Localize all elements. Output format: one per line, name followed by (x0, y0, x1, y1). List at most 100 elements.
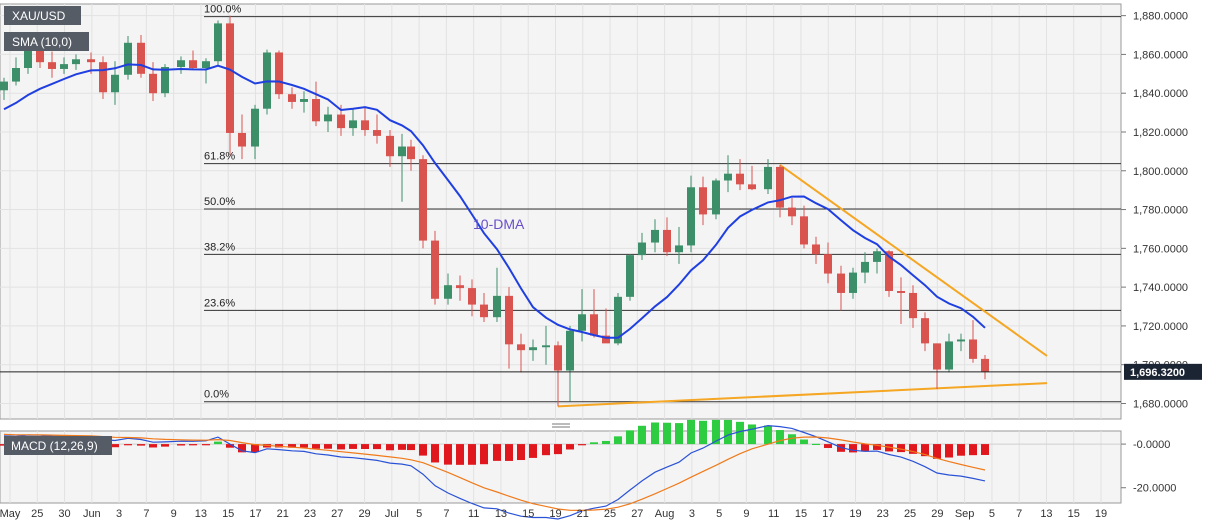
date-tick-label: 15 (795, 508, 807, 520)
macd-histogram-bar (386, 444, 394, 451)
sma-legend-text: SMA (10,0) (12, 35, 72, 49)
candle-body (300, 99, 308, 102)
macd-histogram-bar (614, 436, 622, 445)
date-tick-label: Jul (385, 508, 399, 520)
macd-histogram-bar (431, 444, 439, 463)
candle-body (981, 358, 989, 372)
candle-body (638, 242, 646, 256)
candle-body (36, 49, 44, 63)
candle-body (480, 304, 488, 318)
candle-body (24, 49, 32, 68)
date-tick-label: 27 (631, 508, 643, 520)
candle-body (687, 187, 695, 246)
date-tick-label: 30 (58, 508, 70, 520)
macd-histogram-bar (626, 430, 634, 445)
candle-body (812, 244, 820, 255)
date-tick-label: 13 (195, 508, 207, 520)
date-tick-label: 5 (989, 508, 995, 520)
candle-body (663, 229, 671, 253)
date-tick-label: 19 (849, 508, 861, 520)
macd-tick-label: -0.0000 (1133, 439, 1170, 451)
macd-indicator (0, 419, 1121, 520)
fib-level-label: 61.8% (204, 151, 235, 163)
candle-body (161, 67, 169, 94)
symbol-label[interactable]: XAU/USD (4, 6, 81, 25)
sma-legend[interactable]: SMA (10,0) (4, 32, 89, 51)
macd-histogram-bar (288, 444, 296, 448)
candle-body (275, 52, 283, 95)
candle-body (736, 173, 744, 185)
macd-histogram-bar (324, 444, 332, 449)
candle-body (431, 240, 439, 299)
candle-body (456, 285, 464, 289)
macd-histogram-bar (981, 444, 989, 455)
candle-body (398, 146, 406, 157)
macd-histogram-bar (812, 443, 820, 446)
macd-histogram-bar (675, 423, 683, 445)
candle-body (349, 120, 357, 129)
last-price-label: 1,696.3200 (1130, 367, 1185, 379)
panel-divider-handle[interactable] (552, 423, 570, 428)
candle-body (969, 339, 977, 359)
candle-body (626, 255, 634, 297)
macd-signal-line (3, 433, 986, 512)
date-tick-label: 15 (1068, 508, 1080, 520)
candle-body (124, 42, 132, 75)
macd-histogram-bar (444, 444, 452, 465)
macd-histogram-bar (566, 444, 574, 450)
macd-histogram-bar (638, 425, 646, 445)
candle-body (909, 292, 917, 319)
candle-body (361, 120, 369, 131)
price-tick-label: 1,720.0000 (1133, 321, 1188, 333)
candle-body (288, 94, 296, 102)
date-tick-label: 23 (877, 508, 889, 520)
macd-histogram-bar (111, 444, 119, 448)
candle-body (837, 273, 845, 293)
macd-histogram-bar (788, 434, 796, 445)
candle-body (373, 130, 381, 136)
macd-histogram-bar (687, 419, 695, 445)
date-gridlines (9, 4, 1102, 503)
candle-body (566, 330, 574, 371)
macd-histogram-bar (651, 422, 659, 445)
candle-body (921, 318, 929, 344)
macd-histogram-bar (663, 422, 671, 445)
macd-histogram-bar (933, 444, 941, 459)
date-tick-label: 29 (358, 508, 370, 520)
candle-body (578, 314, 586, 331)
candle-body (897, 291, 905, 293)
candle-body (99, 62, 107, 93)
candle-body (602, 335, 610, 344)
date-tick-label: 7 (443, 508, 449, 520)
macd-histogram-bar (824, 444, 832, 448)
date-tick-label: 9 (743, 508, 749, 520)
candle-body (444, 285, 452, 299)
sma-path (3, 63, 986, 339)
candle-body (111, 74, 119, 93)
macd-legend[interactable]: MACD (12,26,9) (4, 436, 112, 455)
date-axis: May 25 30 Jun 3 7 9 13 15 17 21 23 27 29 Jul 5 7 11 13 15 19… (0, 508, 1107, 520)
macd-histogram-bar (699, 420, 707, 445)
price-axis: 1,880.0000 1,860.0000 1,840.0000 1,820.0000… (1121, 11, 1188, 410)
price-tick-label: 1,680.0000 (1133, 398, 1188, 410)
candle-body (189, 60, 197, 68)
fib-level-label: 50.0% (204, 196, 235, 208)
macd-histogram-bar (897, 444, 905, 453)
date-tick-label: 7 (143, 508, 149, 520)
macd-histogram-bar (480, 444, 488, 465)
macd-histogram-bar (800, 439, 808, 445)
date-tick-label: 17 (249, 508, 261, 520)
date-tick-label: 19 (549, 508, 561, 520)
candle-body (712, 180, 720, 215)
candle-body (800, 216, 808, 245)
macd-histogram-bar (337, 444, 345, 450)
support-trendline (557, 382, 1048, 408)
date-tick-label: 3 (116, 508, 122, 520)
date-tick-label: 21 (577, 508, 589, 520)
macd-histogram-bar (764, 425, 772, 445)
macd-histogram-bar (149, 444, 157, 448)
macd-histogram-bar (251, 444, 259, 453)
date-tick-label: Aug (655, 508, 675, 520)
macd-histogram-bar (945, 444, 953, 458)
